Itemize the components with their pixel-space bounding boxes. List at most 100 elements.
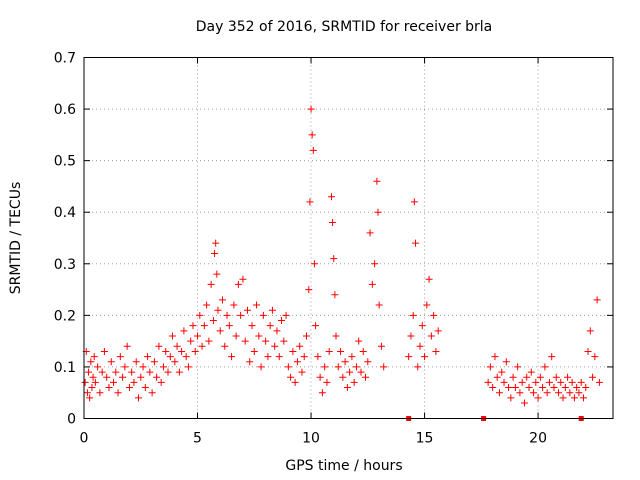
data-point [184, 363, 192, 371]
data-point [180, 327, 188, 335]
data-point [216, 327, 224, 335]
data-point [500, 378, 508, 386]
data-point [83, 389, 91, 397]
data-point [366, 229, 374, 237]
data-point [307, 105, 315, 113]
data-point [552, 373, 560, 381]
data-point [593, 296, 601, 304]
data-point [308, 131, 316, 139]
x-ticks: 0 5 10 15 20 [80, 57, 547, 447]
data-point [200, 322, 208, 330]
data-point [239, 275, 247, 283]
data-point [187, 337, 195, 345]
data-point [582, 384, 590, 392]
data-point [280, 337, 288, 345]
data-point [373, 177, 381, 185]
data-point [175, 368, 183, 376]
data-point [228, 353, 236, 361]
data-point [230, 301, 238, 309]
data-point [337, 347, 345, 355]
data-point [130, 378, 138, 386]
y-ticks: 0 0.1 0.2 0.3 0.4 0.5 0.6 0.7 [54, 51, 613, 428]
data-point [346, 368, 354, 376]
data-point [223, 311, 231, 319]
data-point [306, 198, 314, 206]
x-tick-label: 5 [193, 431, 202, 447]
data-point [352, 363, 360, 371]
data-point [282, 311, 290, 319]
data-point [534, 394, 542, 402]
data-point [105, 384, 113, 392]
data-point [218, 296, 226, 304]
data-point [525, 384, 533, 392]
data-point [484, 378, 492, 386]
data-point [343, 384, 351, 392]
data-point [241, 337, 249, 345]
data-point [173, 342, 181, 350]
data-point [493, 373, 501, 381]
data-point [85, 368, 93, 376]
data-point [150, 358, 158, 366]
data-point [146, 368, 154, 376]
data-point [375, 301, 383, 309]
data-point [291, 378, 299, 386]
data-point [430, 311, 438, 319]
data-point [559, 394, 567, 402]
data-point [543, 389, 551, 397]
data-point [209, 317, 217, 325]
data-point [243, 306, 251, 314]
data-point [371, 260, 379, 268]
data-point [123, 342, 131, 350]
data-point [90, 353, 98, 361]
x-axis-label: GPS time / hours [285, 458, 402, 474]
data-point [182, 353, 190, 361]
data-point [318, 389, 326, 397]
data-point [325, 347, 333, 355]
data-point [300, 353, 308, 361]
data-point [298, 368, 306, 376]
data-point [507, 394, 515, 402]
data-point [364, 358, 372, 366]
data-point [377, 342, 385, 350]
data-point [561, 384, 569, 392]
data-point [139, 363, 147, 371]
data-point [350, 378, 358, 386]
data-point [262, 337, 270, 345]
data-point [416, 342, 424, 350]
data-point [536, 373, 544, 381]
data-point [271, 342, 279, 350]
data-point [91, 378, 99, 386]
data-point [266, 322, 274, 330]
data-point [566, 389, 574, 397]
data-point [259, 311, 267, 319]
data-point [348, 353, 356, 361]
data-point [137, 373, 145, 381]
data-point [339, 373, 347, 381]
data-point [81, 378, 89, 386]
data-point [314, 353, 322, 361]
data-point [107, 358, 115, 366]
data-point [332, 332, 340, 340]
data-point [518, 378, 526, 386]
data-point [557, 378, 565, 386]
data-point [539, 384, 547, 392]
data-point [250, 347, 258, 355]
data-point [491, 353, 499, 361]
data-point [213, 270, 221, 278]
data-point [205, 337, 213, 345]
data-point [191, 347, 199, 355]
data-point [514, 363, 522, 371]
data-point [296, 342, 304, 350]
data-point [88, 384, 96, 392]
y-tick-label: 0.3 [54, 257, 76, 273]
data-point [132, 358, 140, 366]
data-point [532, 378, 540, 386]
data-point [498, 368, 506, 376]
data-point [155, 342, 163, 350]
data-point [425, 275, 433, 283]
data-point [327, 193, 335, 201]
data-point [575, 389, 583, 397]
data-point [253, 301, 261, 309]
data-point [573, 384, 581, 392]
